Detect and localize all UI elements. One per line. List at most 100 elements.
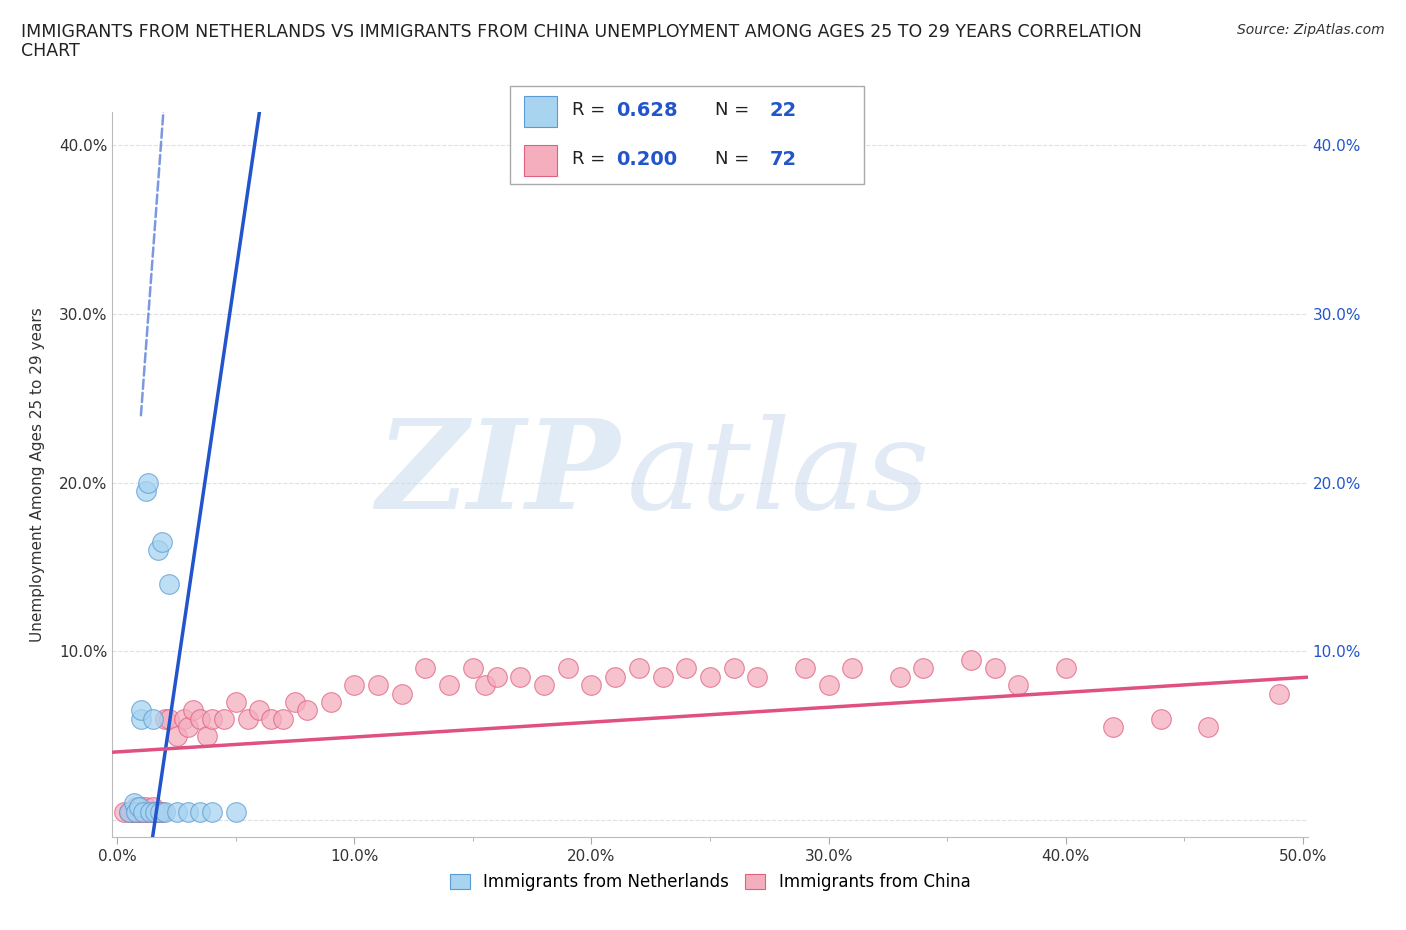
Point <box>474 678 496 693</box>
Point <box>367 678 389 693</box>
Point <box>125 799 148 814</box>
Text: 0.200: 0.200 <box>616 150 676 169</box>
Point <box>150 804 173 819</box>
Point <box>960 653 983 668</box>
Text: CHART: CHART <box>21 42 80 60</box>
Legend: Immigrants from Netherlands, Immigrants from China: Immigrants from Netherlands, Immigrants … <box>443 866 977 897</box>
Point <box>260 711 283 726</box>
Point <box>605 670 627 684</box>
Point <box>319 695 342 710</box>
Point <box>142 711 165 726</box>
Point <box>201 804 224 819</box>
Point <box>157 711 180 726</box>
Point <box>142 804 165 819</box>
Point <box>817 678 839 693</box>
Point <box>437 678 460 693</box>
Point <box>841 661 863 676</box>
Point <box>295 703 318 718</box>
Point <box>912 661 935 676</box>
Point <box>157 577 180 591</box>
Point <box>128 799 150 814</box>
Point <box>129 703 152 718</box>
Point <box>128 799 150 814</box>
Point <box>391 686 413 701</box>
Point <box>461 661 484 676</box>
Point <box>118 804 141 819</box>
Point <box>136 804 159 819</box>
Point <box>212 711 235 726</box>
Point <box>983 661 1005 676</box>
Point <box>166 728 188 743</box>
Point <box>120 804 142 819</box>
Y-axis label: Unemployment Among Ages 25 to 29 years: Unemployment Among Ages 25 to 29 years <box>31 307 45 642</box>
Point <box>1007 678 1029 693</box>
Point <box>143 804 166 819</box>
Text: Source: ZipAtlas.com: Source: ZipAtlas.com <box>1237 23 1385 37</box>
Point <box>177 804 200 819</box>
Text: 22: 22 <box>769 100 797 120</box>
Point <box>153 711 176 726</box>
Point <box>188 804 211 819</box>
Point <box>143 804 166 819</box>
Point <box>128 804 150 819</box>
Point <box>747 670 769 684</box>
Point <box>343 678 366 693</box>
Point <box>132 804 155 819</box>
Point <box>135 804 157 819</box>
Point <box>136 475 159 490</box>
Point <box>139 804 162 819</box>
Point <box>627 661 650 676</box>
Point <box>415 661 437 676</box>
Point <box>181 703 204 718</box>
Text: R =: R = <box>572 151 612 168</box>
Point <box>122 804 145 819</box>
Point <box>153 804 176 819</box>
Text: 72: 72 <box>769 150 796 169</box>
Point <box>1268 686 1291 701</box>
Point <box>112 804 135 819</box>
Text: 0.628: 0.628 <box>616 100 678 120</box>
Point <box>166 804 188 819</box>
Point <box>509 670 531 684</box>
Bar <box>524 145 557 176</box>
Point <box>129 799 152 814</box>
Point <box>188 711 211 726</box>
Point <box>139 804 162 819</box>
Point <box>132 804 155 819</box>
Point <box>1149 711 1171 726</box>
Point <box>723 661 745 676</box>
Point <box>1102 720 1125 735</box>
Point <box>699 670 721 684</box>
Point <box>271 711 294 726</box>
Point <box>132 804 155 819</box>
Point <box>122 796 145 811</box>
Point <box>581 678 603 693</box>
Point <box>135 484 157 498</box>
Point <box>533 678 555 693</box>
Point <box>249 703 271 718</box>
Point <box>793 661 815 676</box>
Point <box>651 670 673 684</box>
Text: R =: R = <box>572 101 612 119</box>
Point <box>557 661 579 676</box>
Point <box>118 804 141 819</box>
Point <box>236 711 259 726</box>
Point <box>149 804 172 819</box>
Point <box>225 695 247 710</box>
Point <box>146 804 169 819</box>
Point <box>129 711 152 726</box>
Point <box>201 711 224 726</box>
Point <box>125 804 148 819</box>
FancyBboxPatch shape <box>510 86 865 184</box>
Point <box>146 543 169 558</box>
Point <box>1054 661 1077 676</box>
Point <box>149 804 172 819</box>
Point <box>485 670 508 684</box>
Point <box>177 720 200 735</box>
Text: ZIP: ZIP <box>377 414 620 535</box>
Text: IMMIGRANTS FROM NETHERLANDS VS IMMIGRANTS FROM CHINA UNEMPLOYMENT AMONG AGES 25 : IMMIGRANTS FROM NETHERLANDS VS IMMIGRANT… <box>21 23 1142 41</box>
Point <box>125 804 148 819</box>
Point <box>150 535 173 550</box>
Point <box>142 799 165 814</box>
Bar <box>524 96 557 126</box>
